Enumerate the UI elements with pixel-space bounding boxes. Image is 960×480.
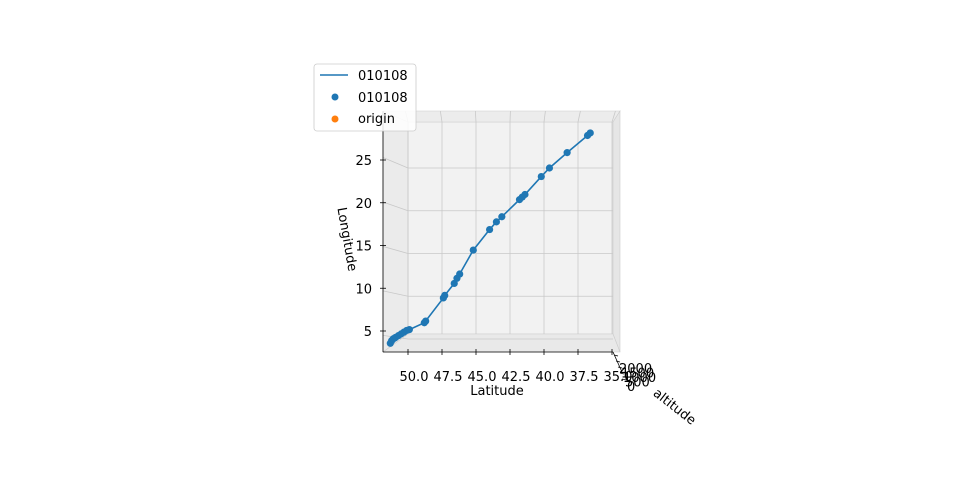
z-tick-label: 500	[625, 376, 650, 391]
y-gridline-side	[382, 157, 409, 169]
x-gridline-top	[439, 110, 443, 123]
y-tick-label: 15	[355, 240, 372, 255]
x-axis-label: Latitude	[470, 384, 524, 399]
data-point	[537, 172, 545, 181]
pane-bottom	[382, 333, 621, 353]
data-point	[521, 190, 529, 199]
data-point	[563, 149, 571, 157]
y-gridline-side	[382, 290, 409, 297]
y-gridline-side	[382, 201, 409, 212]
x-tick-label: 47.5	[434, 370, 463, 385]
data-point	[586, 129, 594, 137]
z-tick-label: 1500	[621, 367, 654, 382]
tick-layer: 50.0 47.5 45.0 42.5 40.0 37.5 35.0 5 10 15 20 25 200…	[355, 154, 656, 395]
legend-origin-swatch	[331, 115, 339, 123]
data-point	[441, 291, 449, 299]
z-axis-label: altitude	[650, 386, 699, 429]
data-point	[486, 225, 494, 234]
z-tick-mark	[613, 354, 619, 357]
z-tick-label: 2000	[619, 362, 652, 377]
data-point	[405, 325, 413, 334]
pane-right	[612, 109, 621, 353]
z-tick-mark	[621, 378, 627, 381]
y-tick-label: 10	[355, 282, 372, 297]
x-tick-label: 45.0	[468, 370, 497, 385]
series-layer	[386, 129, 594, 347]
x-gridline-top	[611, 110, 616, 123]
x-tick-label: 42.5	[502, 370, 531, 385]
legend-label-line: 010108	[358, 69, 408, 84]
data-point	[492, 218, 500, 226]
x-gridline-top	[577, 110, 581, 123]
x-tick-label: 35.0	[604, 370, 633, 385]
data-point	[422, 317, 430, 325]
z-tick-label: 1000	[623, 371, 656, 386]
y-tick-label: 25	[355, 154, 372, 169]
x-tick-label: 50.0	[400, 370, 429, 385]
z-tick-label: 0	[627, 380, 635, 395]
legend-label-origin: origin	[358, 112, 395, 127]
legend: 010108 010108 origin	[313, 63, 417, 132]
data-point	[469, 246, 477, 254]
x-tick-label: 40.0	[536, 370, 565, 385]
x-gridline-top	[474, 110, 477, 123]
legend-box	[313, 63, 417, 132]
x-tick-label: 37.5	[570, 370, 599, 385]
x-gridline-top	[543, 110, 546, 123]
y-gridline-side	[382, 246, 409, 254]
z-tick-mark	[619, 372, 625, 375]
legend-dot-swatch	[331, 93, 339, 101]
data-point	[456, 270, 464, 278]
pane-top	[382, 110, 621, 123]
data-point	[545, 164, 554, 172]
pane-left	[382, 110, 409, 353]
grid-layer	[382, 110, 616, 340]
y-tick-label: 5	[364, 325, 372, 340]
legend-label-scatter: 010108	[358, 91, 408, 106]
pane-back	[407, 121, 614, 335]
data-point	[498, 213, 506, 221]
z-tick-mark	[617, 366, 623, 369]
y-tick-label: 20	[355, 197, 372, 212]
z-tick-mark	[615, 360, 621, 363]
